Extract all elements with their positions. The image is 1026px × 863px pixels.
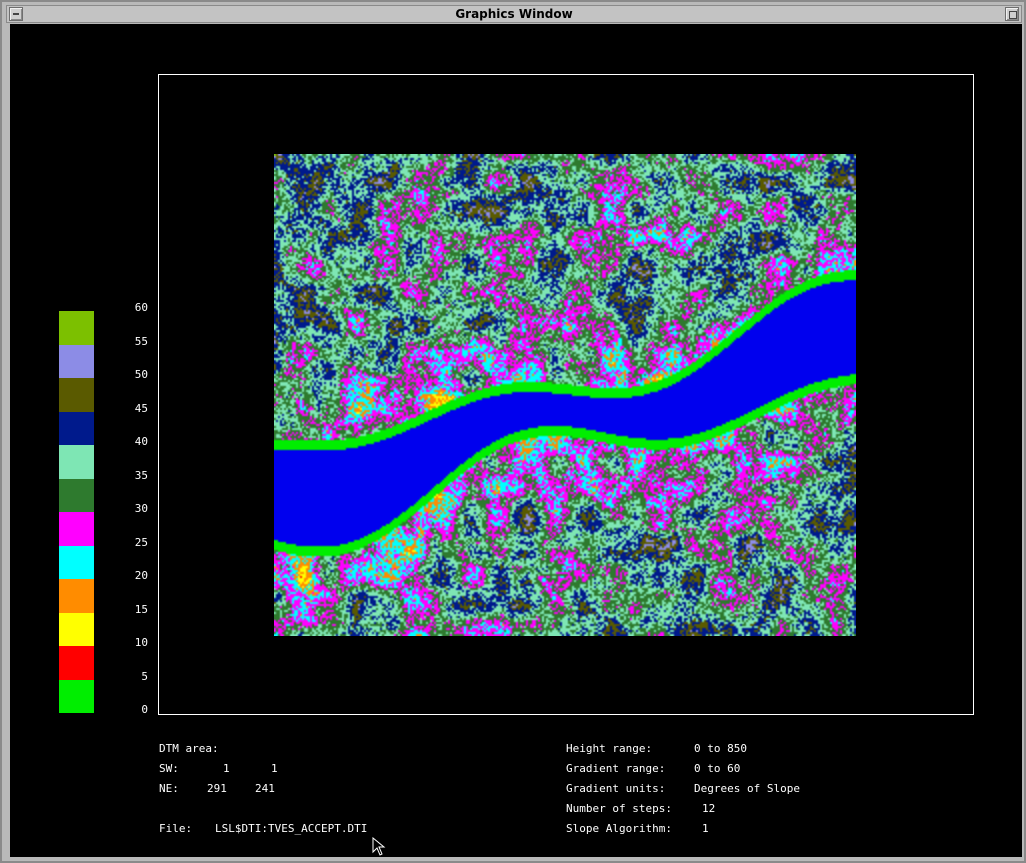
legend-tick-label: 10 [134,636,148,649]
slope-map [274,154,856,636]
file-label: File: [159,822,193,835]
legend-tick-label: 15 [134,602,148,616]
legend-tick-label: 5 [141,669,148,683]
ne-label: NE: [159,782,179,795]
legend-swatch [59,612,94,646]
mouse-pointer-icon [372,837,386,856]
window-title: Graphics Window [455,7,573,21]
color-legend [59,311,94,713]
legend-tick-label: 20 [134,569,148,582]
height-range-label: Height range: [566,742,653,755]
legend-swatch [59,411,94,445]
window-menu-button[interactable] [9,7,23,21]
gradient-range-label: Gradient range: [566,762,666,775]
sw-x-value: 1 [223,762,230,775]
sw-y-value: 1 [271,762,278,775]
ne-y-value: 241 [255,782,275,795]
menu-icon [13,13,19,15]
gradient-units-value: Degrees of Slope [694,782,800,795]
maximize-button[interactable] [1005,7,1019,21]
legend-tick-label: 30 [134,502,148,515]
steps-value: 12 [702,802,716,815]
legend-swatch [59,646,94,680]
ne-x-value: 291 [207,782,227,795]
sw-label: SW: [159,762,179,775]
legend-swatch [59,512,94,546]
file-path: LSL$DTI:TVES_ACCEPT.DTI [215,822,368,835]
legend-tick-label: 35 [134,468,148,482]
legend-swatch [59,311,94,345]
legend-swatch [59,679,94,713]
legend-tick-label: 25 [134,535,148,549]
legend-tick-label: 40 [134,435,148,448]
legend-swatch [59,579,94,613]
dtm-area-label: DTM area: [159,742,219,755]
legend-tick-label: 50 [134,368,148,381]
legend-swatch [59,445,94,479]
maximize-icon [1009,11,1017,19]
height-range-value: 0 to 850 [694,742,747,755]
steps-label: Number of steps: [566,802,672,815]
legend-tick-label: 45 [134,401,148,415]
plot-frame [158,74,974,715]
legend-swatch [59,378,94,412]
legend-swatch [59,478,94,512]
legend-swatch [59,545,94,579]
algorithm-value: 1 [702,822,709,835]
gradient-range-value: 0 to 60 [694,762,741,775]
legend-tick-label: 60 [134,301,148,314]
title-bar[interactable]: Graphics Window [6,5,1022,23]
gradient-units-label: Gradient units: [566,782,666,795]
algorithm-label: Slope Algorithm: [566,822,672,835]
legend-tick-label: 55 [134,334,148,348]
legend-swatch [59,344,94,378]
legend-tick-label: 0 [141,703,148,716]
graphics-canvas[interactable]: 60 55 50 45 40 35 30 25 20 15 10 5 0 DTM area: SW: 1… [10,24,1022,857]
